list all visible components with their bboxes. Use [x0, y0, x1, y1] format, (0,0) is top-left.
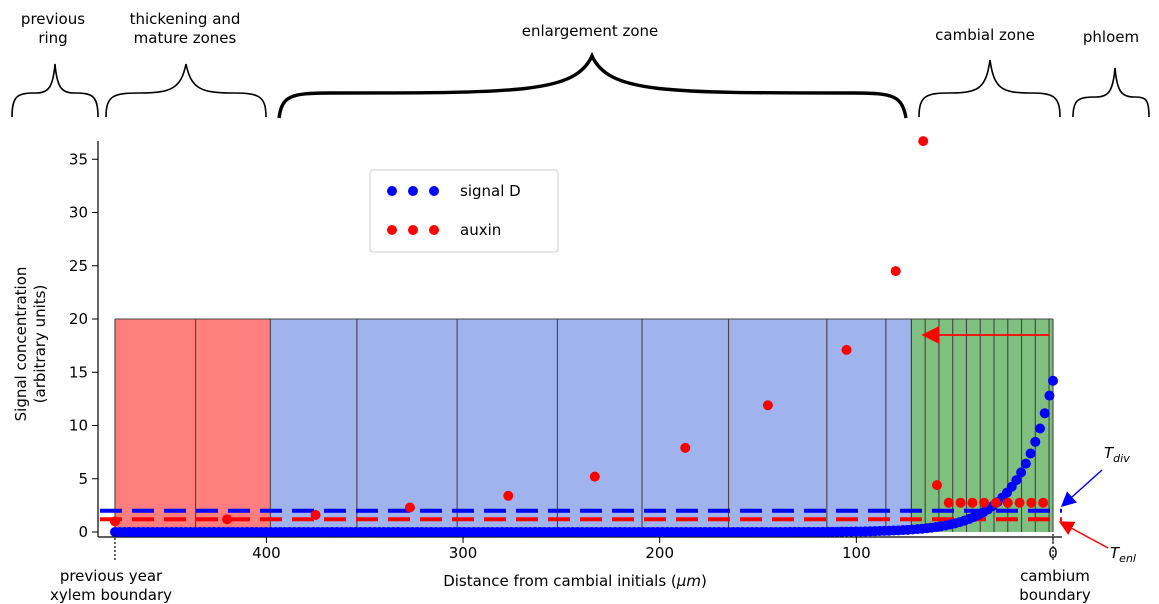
signal-d-point [1016, 467, 1027, 478]
x-tick-label: 200 [645, 544, 674, 562]
y-tick-label: 30 [69, 204, 88, 222]
auxin-point [1038, 497, 1049, 508]
signal-d-point [1044, 390, 1055, 401]
auxin-point [943, 497, 954, 508]
series-signal-d [109, 375, 1058, 537]
auxin-point [841, 344, 852, 355]
x-tick-label: 0 [1048, 544, 1058, 562]
brace-thickening-mature [105, 63, 267, 118]
auxin-point [890, 266, 901, 277]
y-tick-label: 5 [78, 470, 88, 488]
y-ticks: 0 5 10 15 20 25 30 35 [69, 150, 98, 541]
brace-cambial [918, 59, 1061, 118]
brace-phloem [1072, 67, 1150, 118]
auxin-point [503, 490, 514, 501]
auxin-point [680, 442, 691, 453]
t-enl-label: Tenl [1110, 544, 1136, 565]
previous-year-boundary-label: previous year xylem boundary [50, 567, 172, 604]
signal-d-point [1011, 475, 1022, 486]
legend-label-signal-d: signal D [460, 182, 521, 200]
legend-label-auxin: auxin [460, 221, 501, 239]
legend-marker-auxin-2 [408, 225, 418, 235]
auxin-point [762, 400, 773, 411]
auxin-point [222, 514, 233, 525]
auxin-point [1014, 497, 1025, 508]
y-tick-label: 15 [69, 363, 88, 381]
y-tick-label: 25 [69, 257, 88, 275]
brace-previous-ring [11, 63, 99, 118]
y-tick-label: 10 [69, 417, 88, 435]
x-ticks: 400 300 200 100 0 [252, 537, 1058, 562]
x-tick-label: 400 [252, 544, 281, 562]
legend-marker-signal-d-3 [429, 186, 439, 196]
t-div-label: Tdiv [1104, 444, 1130, 465]
legend: signal D auxin [369, 169, 559, 253]
signal-d-point [1025, 448, 1036, 459]
zone-label-cambial: cambial zone [935, 26, 1035, 44]
auxin-point [979, 497, 990, 508]
series-auxin [109, 136, 1049, 527]
auxin-point [589, 471, 600, 482]
signal-d-point [1039, 408, 1050, 419]
zone-label-enlargement: enlargement zone [521, 22, 659, 40]
t-enl-arrow [1058, 521, 1109, 549]
signal-d-point [1020, 458, 1031, 469]
auxin-point [1002, 497, 1013, 508]
y-tick-label: 0 [78, 523, 88, 541]
x-tick-label: 300 [449, 544, 478, 562]
y-tick-label: 35 [69, 150, 88, 168]
brace-enlargement [277, 51, 908, 119]
y-axis-label: Signal concentration(arbitrary units) [12, 267, 49, 422]
zone-cambial-rect [911, 319, 1053, 532]
auxin-point [967, 497, 978, 508]
threshold-lines [100, 508, 1062, 522]
legend-marker-auxin-1 [387, 225, 397, 235]
zone-enlargement-rect [270, 319, 912, 532]
zone-rectangles [114, 319, 1053, 532]
y-tick-label: 20 [69, 310, 88, 328]
auxin-point [918, 136, 929, 147]
auxin-point [109, 516, 120, 527]
auxin-point [1026, 497, 1037, 508]
legend-marker-signal-d-1 [387, 186, 397, 196]
zone-braces [11, 51, 1150, 119]
zone-label-phloem: phloem [1082, 28, 1140, 46]
t-div-arrow [1060, 469, 1103, 508]
cell-boundaries [114, 318, 1054, 532]
legend-marker-auxin-3 [429, 225, 439, 235]
signal-d-point [1035, 423, 1046, 434]
signal-d-point [1030, 436, 1041, 447]
auxin-point [931, 480, 942, 491]
auxin-point [955, 497, 966, 508]
signal-d-point [1048, 375, 1058, 386]
auxin-point [404, 502, 415, 513]
zone-label-thickening-mature: thickening and mature zones [129, 10, 241, 47]
zone-mature-rect [114, 319, 271, 532]
auxin-point [310, 509, 321, 520]
x-tick-label: 100 [842, 544, 871, 562]
cambium-boundary-label: cambium boundary [1019, 567, 1091, 604]
axes [97, 141, 1062, 538]
zone-label-previous-ring: previous ring [20, 10, 86, 47]
auxin-point [990, 497, 1001, 508]
x-axis-label: Distance from cambial initials (μm) [443, 572, 707, 590]
legend-marker-signal-d-2 [408, 186, 418, 196]
